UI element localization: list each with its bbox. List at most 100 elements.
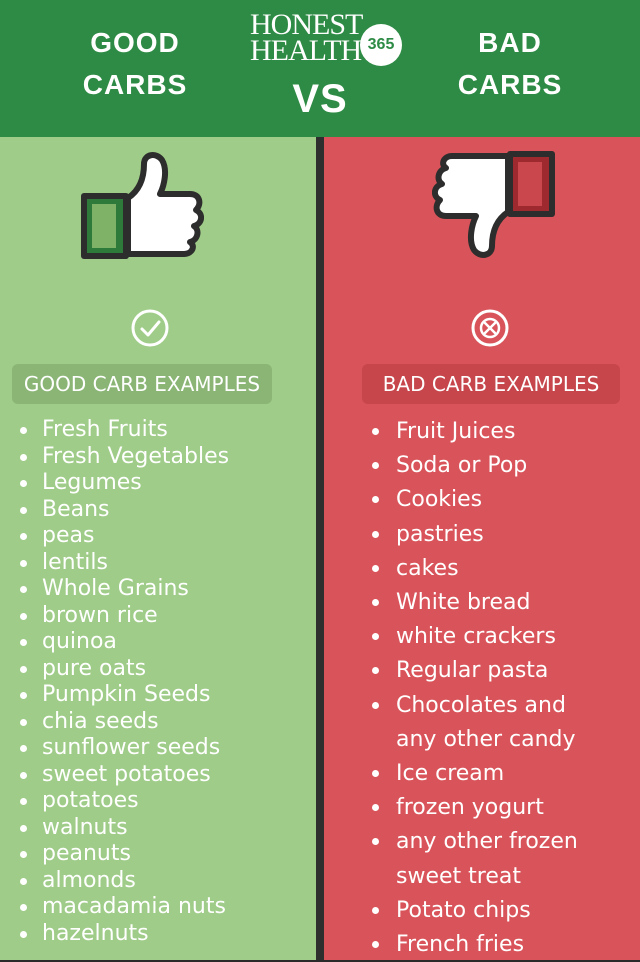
good-carb-item: pure oats xyxy=(20,656,229,683)
good-carb-item-text: almonds xyxy=(42,867,136,893)
good-carb-item-text: Fresh Fruits xyxy=(42,417,168,442)
good-carb-item-text: hazelnuts xyxy=(42,920,149,946)
bad-carb-item-text: French fries xyxy=(396,932,525,958)
good-carb-item: walnuts xyxy=(20,815,229,842)
bad-carbs-list: Fruit Juices Soda or Pop Cookies pastries ca… xyxy=(372,415,578,962)
bullet-icon xyxy=(372,838,379,846)
header-banner: GOOD CARBS HONEST HEALTH 365 VS BAD CARB… xyxy=(0,0,640,137)
bullet-icon xyxy=(372,462,379,470)
good-carb-item-text: macadamia nuts xyxy=(42,894,226,919)
bad-carb-item-text: pastries xyxy=(396,521,484,547)
bullet-icon xyxy=(372,701,379,709)
bullet-icon xyxy=(372,804,379,812)
bullet-icon xyxy=(20,930,27,938)
bad-carb-item-text: Cookies xyxy=(396,487,483,513)
bad-carb-item-text: any other frozen xyxy=(396,829,578,855)
bad-carb-item: Soda or Pop xyxy=(372,449,578,483)
good-carb-item-text: peanuts xyxy=(42,841,131,866)
bad-carb-item-text: Soda or Pop xyxy=(396,453,528,479)
bad-carb-item-text: frozen yogurt xyxy=(396,795,544,821)
bullet-icon xyxy=(20,533,27,540)
bullet-icon xyxy=(20,639,27,646)
good-carb-item: almonds xyxy=(20,868,229,895)
bad-carb-item-text: sweet treat xyxy=(396,863,521,889)
good-carb-item-text: Whole Grains xyxy=(42,576,189,601)
good-carb-item: Legumes xyxy=(20,470,229,497)
bullet-icon xyxy=(372,530,379,538)
good-carb-item-text: Legumes xyxy=(42,470,142,495)
bullet-icon xyxy=(20,877,27,885)
good-carb-item-text: brown rice xyxy=(42,602,158,628)
bullet-icon xyxy=(20,692,27,699)
bad-carb-item: Cookies xyxy=(372,483,578,517)
good-carb-item-text: pure oats xyxy=(42,655,147,681)
check-circle-icon xyxy=(131,309,169,347)
bad-carb-item: Ice cream xyxy=(372,757,578,791)
brand-logo: HONEST HEALTH 365 xyxy=(250,10,410,70)
bad-carb-item-text: Potato chips xyxy=(396,897,531,923)
bad-carb-item: any other frozen sweet treat xyxy=(372,825,578,893)
good-carb-item: sweet potatoes xyxy=(20,762,229,789)
thumbs-down-icon xyxy=(432,151,555,258)
bad-carb-item: cakes xyxy=(372,552,578,586)
good-carb-item-text: walnuts xyxy=(42,814,128,840)
good-carb-item: peanuts xyxy=(20,841,229,868)
good-carb-item: Beans xyxy=(20,497,229,524)
good-carb-item: sunflower seeds xyxy=(20,735,229,762)
bad-carb-item: French fries xyxy=(372,928,578,962)
bullet-icon xyxy=(20,427,27,434)
good-carb-item: Whole Grains xyxy=(20,576,229,603)
bullet-icon xyxy=(372,906,379,914)
bad-carb-item-text: white crackers xyxy=(396,624,556,650)
good-carb-item: potatoes xyxy=(20,788,229,815)
good-carb-item-text: sunflower seeds xyxy=(42,735,221,760)
bad-carb-item: pastries xyxy=(372,518,578,552)
good-carb-item: lentils xyxy=(20,550,229,577)
good-carbs-panel xyxy=(0,137,316,960)
good-carb-item: chia seeds xyxy=(20,709,229,736)
bad-carb-item: Fruit Juices xyxy=(372,415,578,449)
bullet-icon xyxy=(20,798,27,805)
bullet-icon xyxy=(372,941,379,949)
bullet-icon xyxy=(20,904,27,911)
bad-carb-item-text: Chocolates and xyxy=(396,692,566,718)
vs-label: VS xyxy=(292,77,348,121)
bad-carbs-panel xyxy=(324,137,640,960)
bullet-icon xyxy=(20,506,27,514)
good-carb-examples-label: GOOD CARB EXAMPLES xyxy=(12,364,272,404)
good-carb-item-text: Pumpkin Seeds xyxy=(42,682,211,707)
bullet-icon xyxy=(372,496,379,504)
good-carb-item: macadamia nuts xyxy=(20,894,229,921)
good-heading-line2: CARBS xyxy=(82,69,188,100)
bad-carb-item: Regular pasta xyxy=(372,654,578,688)
good-carb-item-text: peas xyxy=(42,523,95,548)
bad-carb-item-text: any other candy xyxy=(396,726,576,752)
good-carb-item-text: chia seeds xyxy=(42,708,159,734)
bad-carbs-heading: BAD CARBS xyxy=(430,22,590,106)
bullet-icon xyxy=(20,612,27,620)
bullet-icon xyxy=(20,851,27,858)
good-carb-item-text: lentils xyxy=(42,549,108,575)
bullet-icon xyxy=(20,665,27,673)
bad-carb-item: Potato chips xyxy=(372,894,578,928)
bullet-icon xyxy=(20,824,27,832)
bullet-icon xyxy=(20,745,27,752)
good-carb-item: brown rice xyxy=(20,603,229,630)
good-carb-item-text: sweet potatoes xyxy=(42,761,211,787)
brand-number-badge: 365 xyxy=(360,24,402,66)
good-carb-item: peas xyxy=(20,523,229,550)
good-carbs-heading: GOOD CARBS xyxy=(60,22,210,106)
bad-carb-item: White bread xyxy=(372,586,578,620)
good-carb-item-text: Beans xyxy=(42,496,110,522)
bullet-icon xyxy=(20,559,27,567)
thumbs-up-icon xyxy=(81,152,204,259)
brand-line1: HONEST xyxy=(250,8,363,41)
good-carb-item-text: potatoes xyxy=(42,788,139,813)
bullet-icon xyxy=(20,718,27,726)
bad-carb-examples-label: BAD CARB EXAMPLES xyxy=(362,364,620,404)
bad-carb-item-text: Fruit Juices xyxy=(396,419,516,444)
brand-line2: HEALTH xyxy=(250,34,362,67)
bad-carb-item-text: cakes xyxy=(396,555,459,581)
good-carbs-list: Fresh Fruits Fresh Vegetables Legumes Beans… xyxy=(20,417,229,947)
good-carb-item-text: quinoa xyxy=(42,629,117,654)
